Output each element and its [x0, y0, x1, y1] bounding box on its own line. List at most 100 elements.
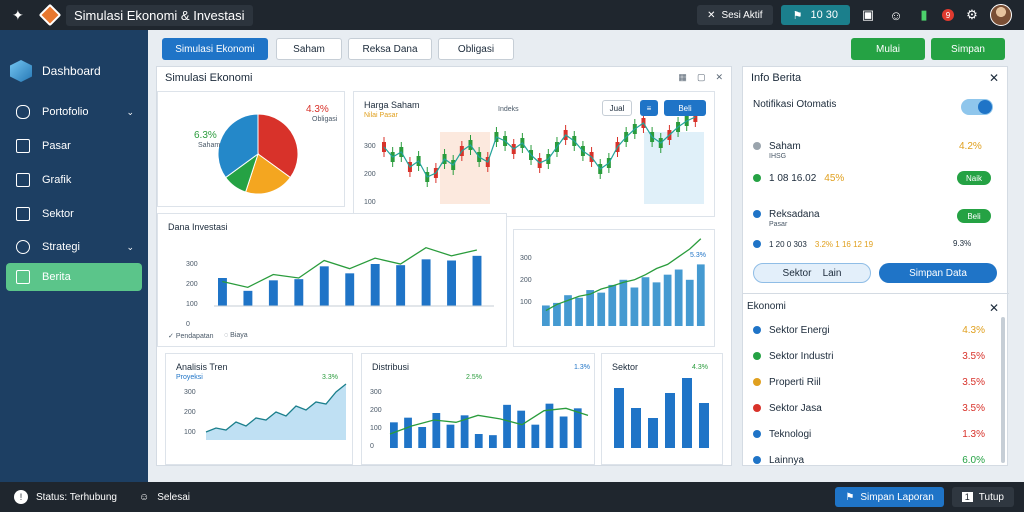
economy-list-item[interactable]: Lainnya 6.0% [753, 449, 999, 471]
obligasi-button[interactable]: Obligasi [438, 38, 514, 60]
sector-button-label: Sektor [782, 267, 812, 279]
scrollbar[interactable] [1001, 317, 1005, 463]
sell-button[interactable]: Jual [602, 100, 632, 116]
avatar[interactable] [990, 4, 1012, 26]
y-tick-label: 100 [186, 301, 198, 308]
close-icon[interactable]: ✕ [988, 301, 999, 315]
status-dot [753, 430, 761, 438]
save-report-button[interactable]: ⚑ Simpan Laporan [835, 487, 944, 507]
bar [489, 435, 497, 448]
document-icon [16, 139, 30, 153]
y-tick-label: 200 [186, 281, 198, 288]
bar [390, 422, 398, 448]
shield-icon: ⚑ [792, 9, 803, 22]
sector-button[interactable]: Sektor Lain [753, 263, 871, 283]
distribution-value-2: 1.3% [574, 364, 590, 371]
highlight-band [440, 132, 490, 204]
save-button[interactable]: Simpan [931, 38, 1005, 60]
y-tick-label: 100 [370, 425, 382, 432]
economy-list-item[interactable]: Teknologi 1.3% [753, 423, 999, 445]
brand-label: Dashboard [42, 64, 101, 78]
economy-list-item[interactable]: Sektor Jasa 3.5% [753, 397, 999, 419]
news-row-3[interactable]: Reksadana [753, 203, 999, 225]
y-tick-label: 200 [520, 277, 532, 284]
app-logo-icon[interactable]: ✦ [12, 7, 24, 23]
app-diamond-icon [38, 3, 62, 27]
sector-card: Sektor 4.3% [601, 353, 723, 465]
row-sub: Pasar [769, 221, 788, 228]
sidebar-item-grafik[interactable]: Grafik [6, 166, 142, 194]
highlight-band [644, 132, 704, 204]
sidebar-item-berita[interactable]: Berita [6, 263, 142, 291]
row-mid: 3.2% 1 16 12 19 [814, 239, 874, 249]
bar [345, 273, 355, 306]
candlestick-chart: 300 200 100 [364, 107, 704, 206]
status-dot [753, 210, 761, 218]
auto-notify-toggle[interactable] [961, 99, 993, 115]
bar [648, 418, 658, 448]
status-dot [753, 174, 761, 182]
news-row-4[interactable]: 1 20 0 303 3.2% 1 16 12 19 [753, 233, 999, 255]
economy-list-item[interactable]: Properti Riil 3.5% [753, 371, 999, 393]
sidebar-item-sektor[interactable]: Sektor [6, 200, 142, 228]
bar [674, 269, 683, 326]
bar [663, 274, 672, 326]
start-button[interactable]: Mulai [851, 38, 925, 60]
bars-card: Dana Investasi 300 200 100 0 ✓ Pendapatan ◌… [157, 213, 507, 347]
bar [665, 393, 675, 448]
bar [319, 266, 329, 306]
bar [404, 417, 412, 448]
brand-logo-icon [10, 60, 32, 82]
trend-line [389, 407, 589, 435]
settings-icon[interactable]: ⚙ [966, 7, 978, 22]
main-area: Simulasi Ekonomi Saham Reksa Dana Obliga… [148, 30, 1024, 482]
close-button[interactable]: 1 Tutup [951, 487, 1014, 507]
mixed-value: 5.3% [690, 252, 706, 259]
grid-icon[interactable]: ▦ [678, 72, 687, 82]
counter-button[interactable]: ⚑ 10 30 [780, 5, 850, 25]
status-dot [753, 240, 761, 248]
up-pill[interactable]: Naik [957, 171, 991, 185]
economy-item-value: 1.3% [962, 428, 985, 440]
buy-pill[interactable]: Beli [957, 209, 991, 223]
bar [503, 404, 511, 448]
sidebar-item-pasar[interactable]: Pasar [6, 132, 142, 160]
economy-list-item[interactable]: Sektor Energi 4.3% [753, 319, 999, 341]
footer-income-label: Pendapatan [175, 333, 214, 340]
bar [608, 284, 617, 326]
news-row-1[interactable]: Saham [753, 135, 999, 157]
distribution-chart: 300 200 100 0 [370, 389, 589, 450]
row-value: 4.2% [959, 141, 982, 152]
economy-list-item[interactable]: Sektor Industri 3.5% [753, 345, 999, 367]
buy-button[interactable]: Beli [664, 100, 706, 116]
saham-button[interactable]: Saham [276, 38, 342, 60]
reksadana-button[interactable]: Reksa Dana [348, 38, 432, 60]
bar [553, 302, 561, 326]
y-tick-label: 0 [186, 321, 190, 328]
window-icon[interactable]: ▢ [696, 72, 706, 82]
sidebar-item-label: Strategi [42, 241, 80, 253]
mixed-chart: 300 200 100 [520, 238, 705, 326]
notification-badge[interactable]: 9 [942, 9, 954, 21]
sidebar-item-strategi[interactable]: Strategi ⌄ [6, 233, 142, 261]
close-icon[interactable]: ✕ [988, 71, 999, 85]
sector-card-title: Sektor [612, 362, 639, 372]
simulation-panel: Simulasi Ekonomi ▦ ▢ ✕ 6.3% Saham 4.3% O… [156, 66, 732, 466]
list-button[interactable]: ≡ [640, 100, 658, 116]
emoji-icon[interactable]: ☺ [889, 7, 903, 23]
sidebar-item-portofolio[interactable]: Portofolio ⌄ [6, 98, 142, 126]
pie-chart [217, 113, 299, 195]
save-data-button[interactable]: Simpan Data [879, 263, 997, 283]
bar [542, 305, 550, 326]
smile-icon: ☺ [139, 491, 150, 503]
sidebar-brand[interactable]: Dashboard [10, 60, 101, 82]
chart-icon[interactable]: ▮ [920, 7, 928, 22]
session-button[interactable]: ✕ Sesi Aktif [697, 5, 773, 25]
close-icon[interactable]: ✕ [715, 72, 723, 82]
y-tick-label: 200 [184, 409, 196, 416]
chevron-down-icon: ⌄ [126, 106, 134, 117]
bar [268, 280, 278, 306]
news-row-2[interactable]: 1 08 16.02 45% [753, 167, 999, 189]
window-icon[interactable]: ▣ [861, 7, 875, 22]
simulasi-button[interactable]: Simulasi Ekonomi [162, 38, 268, 60]
